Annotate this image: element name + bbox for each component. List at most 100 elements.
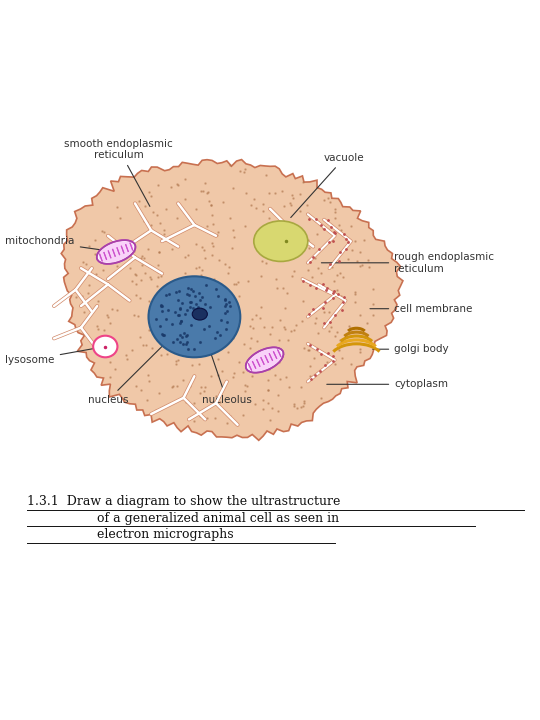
Point [280, 200, 288, 212]
Point [311, 253, 320, 264]
Point [195, 287, 204, 299]
Ellipse shape [192, 308, 207, 320]
Point [112, 201, 121, 212]
Point [230, 278, 239, 289]
Point [299, 176, 307, 188]
Point [356, 343, 365, 355]
Point [313, 228, 322, 239]
Point [189, 294, 198, 305]
Point [228, 182, 237, 194]
Point [206, 301, 214, 312]
Point [286, 197, 295, 208]
Point [186, 319, 195, 330]
Point [298, 315, 306, 326]
Point [190, 343, 198, 355]
Point [304, 344, 313, 356]
Point [93, 323, 102, 334]
Point [160, 330, 168, 341]
Point [264, 187, 273, 199]
Point [219, 291, 227, 302]
Point [172, 296, 181, 307]
Point [276, 217, 285, 228]
Point [251, 310, 260, 321]
Point [188, 302, 197, 314]
Point [107, 304, 116, 315]
Point [206, 199, 215, 210]
Point [322, 356, 331, 368]
Point [200, 244, 209, 256]
Point [182, 330, 191, 341]
Point [170, 306, 179, 318]
Point [247, 312, 256, 324]
Point [320, 194, 328, 206]
Point [183, 288, 192, 300]
Point [336, 225, 345, 236]
Point [353, 255, 362, 266]
Point [172, 286, 181, 297]
Point [347, 220, 355, 231]
Point [172, 333, 181, 345]
Point [127, 275, 136, 287]
Point [303, 199, 312, 210]
Point [330, 358, 339, 369]
Point [188, 286, 197, 297]
Point [268, 228, 276, 239]
Point [210, 273, 219, 284]
Point [259, 198, 267, 210]
Point [186, 297, 195, 308]
Point [327, 261, 336, 273]
Point [287, 199, 296, 211]
Point [307, 271, 316, 282]
Point [333, 284, 342, 296]
Point [329, 310, 338, 322]
Point [126, 262, 134, 274]
Point [247, 199, 255, 210]
Point [289, 398, 298, 410]
Point [265, 364, 273, 375]
Point [259, 394, 268, 405]
Text: of a generalized animal cell as seen in: of a generalized animal cell as seen in [97, 512, 339, 525]
Point [175, 303, 184, 315]
Point [205, 320, 214, 332]
Point [145, 186, 153, 198]
Point [159, 224, 168, 235]
Point [332, 326, 341, 338]
Point [288, 270, 296, 282]
Point [369, 310, 377, 321]
Point [179, 286, 188, 297]
Point [195, 410, 204, 421]
Point [300, 343, 308, 354]
Point [180, 327, 188, 338]
Point [178, 332, 186, 343]
Point [135, 195, 144, 207]
Point [181, 350, 190, 361]
Point [129, 246, 138, 257]
Point [198, 264, 206, 276]
Point [224, 291, 232, 302]
Point [249, 322, 258, 333]
Point [235, 290, 244, 302]
Point [208, 237, 217, 248]
Point [184, 249, 192, 261]
Point [226, 159, 234, 171]
Point [92, 269, 100, 280]
Point [288, 189, 296, 200]
Point [225, 212, 234, 224]
Point [240, 166, 248, 178]
Point [309, 353, 318, 364]
Point [225, 296, 233, 307]
Point [222, 305, 231, 317]
Point [266, 226, 274, 238]
Point [215, 317, 224, 328]
Point [185, 381, 194, 392]
Point [238, 366, 247, 378]
Point [337, 290, 346, 302]
Point [181, 268, 190, 279]
Point [335, 220, 343, 231]
Text: mitochondria: mitochondria [5, 236, 113, 251]
Point [193, 284, 201, 295]
Point [259, 321, 268, 333]
Point [275, 314, 284, 325]
Point [130, 310, 138, 321]
Point [264, 374, 272, 386]
